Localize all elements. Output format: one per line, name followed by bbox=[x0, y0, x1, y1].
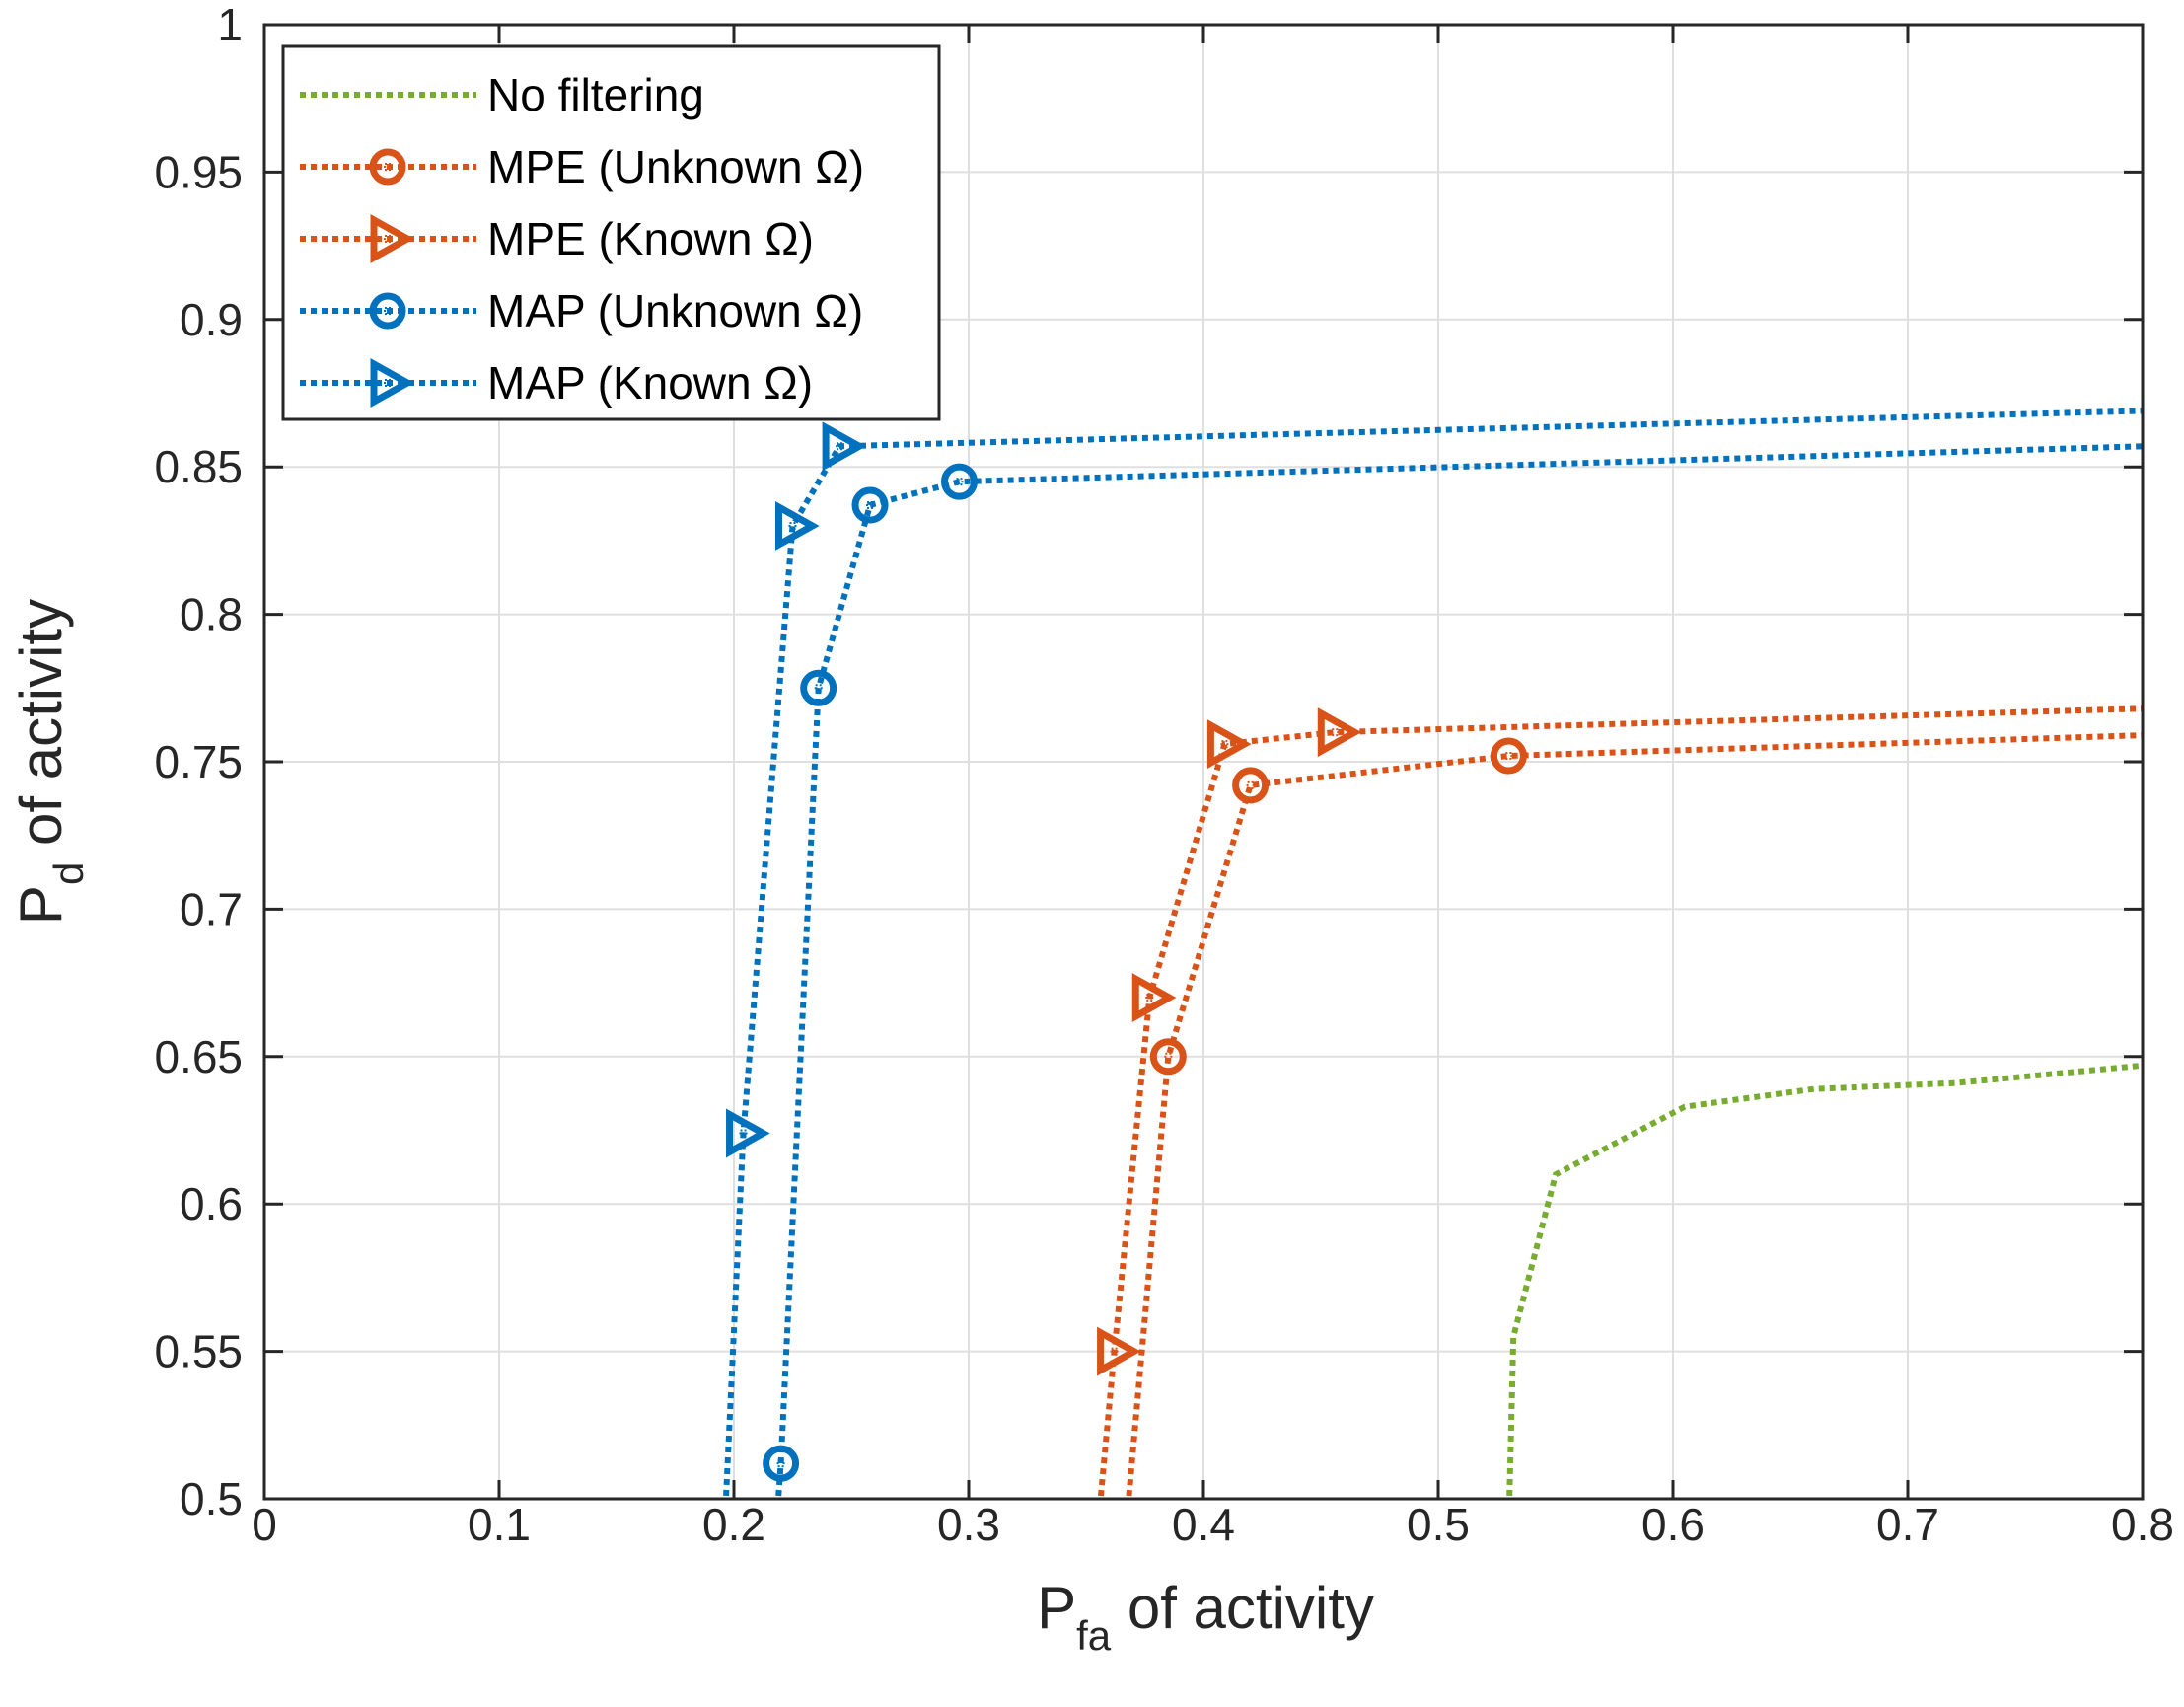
legend-label-4: MAP (Known Ω) bbox=[487, 357, 813, 408]
x-tick-label: 0.2 bbox=[702, 1499, 765, 1550]
x-axis-label-main: P bbox=[1037, 1575, 1076, 1641]
series-3-marker bbox=[800, 669, 837, 706]
marker-layer bbox=[726, 421, 1527, 1482]
legend-marker-4 bbox=[370, 358, 415, 408]
y-tick-label: 1 bbox=[217, 0, 243, 50]
x-tick-label: 0.5 bbox=[1407, 1499, 1470, 1550]
y-tick-label: 0.7 bbox=[180, 883, 243, 934]
y-tick-labels: 0.5 0.55 0.6 0.65 0.7 0.75 0.8 0.85 0.9 0.95 1 bbox=[154, 0, 243, 1524]
y-tick-label: 0.6 bbox=[180, 1178, 243, 1229]
x-axis-label-rest: of activity bbox=[1111, 1575, 1374, 1641]
x-tick-label: 0.7 bbox=[1876, 1499, 1939, 1550]
y-axis-label-rest: of activity bbox=[8, 599, 74, 862]
legend-label-1: MPE (Unknown Ω) bbox=[487, 141, 864, 192]
series-line-2 bbox=[1097, 705, 2143, 1499]
series-3-marker bbox=[763, 1445, 800, 1482]
series-line-0 bbox=[1506, 1062, 2143, 1499]
x-tick-label: 0.1 bbox=[468, 1499, 531, 1550]
x-tick-label: 0.6 bbox=[1641, 1499, 1705, 1550]
series-4-marker bbox=[822, 421, 867, 472]
series-1-marker bbox=[1232, 767, 1270, 804]
y-tick-label: 0.85 bbox=[154, 441, 243, 492]
legend-marker-2 bbox=[370, 214, 415, 263]
series-2-marker bbox=[1097, 1326, 1141, 1376]
series-3-marker bbox=[940, 463, 978, 500]
y-tick-label: 0.55 bbox=[154, 1326, 243, 1377]
series-line-3 bbox=[774, 443, 2143, 1499]
series-2-marker bbox=[1206, 719, 1252, 770]
x-axis-label: Pfa of activity bbox=[1037, 1575, 1374, 1659]
legend: No filtering MPE (Unknown Ω) MPE (Known Ω)… bbox=[281, 44, 941, 421]
grid-lines bbox=[264, 25, 2143, 1499]
y-axis-label: Pd of activity bbox=[8, 599, 92, 925]
legend-entries: No filtering MPE (Unknown Ω) MPE (Known Ω)… bbox=[300, 69, 864, 408]
x-axis-label-sub: fa bbox=[1076, 1612, 1112, 1659]
legend-marker-1 bbox=[369, 148, 406, 186]
series-1-marker bbox=[1490, 737, 1527, 775]
legend-label-3: MAP (Unknown Ω) bbox=[487, 285, 863, 336]
y-tick-label: 0.65 bbox=[154, 1031, 243, 1082]
series-2-marker bbox=[1317, 707, 1362, 758]
x-tick-label: 0 bbox=[252, 1499, 277, 1550]
series-1-marker bbox=[1149, 1038, 1187, 1076]
x-tick-label: 0.4 bbox=[1172, 1499, 1235, 1550]
y-tick-label: 0.95 bbox=[154, 146, 243, 197]
x-tick-label: 0.3 bbox=[937, 1499, 1000, 1550]
x-tick-label: 0.8 bbox=[2111, 1499, 2174, 1550]
tick-marks bbox=[262, 23, 2145, 1501]
legend-label-2: MPE (Known Ω) bbox=[487, 213, 814, 264]
series-4-marker bbox=[726, 1108, 770, 1158]
y-tick-label: 0.5 bbox=[180, 1473, 243, 1524]
y-axis-label-sub: d bbox=[45, 862, 92, 885]
series-2-marker bbox=[1131, 973, 1177, 1023]
legend-label-0: No filtering bbox=[487, 69, 704, 120]
series-layer bbox=[722, 408, 2143, 1499]
legend-marker-3 bbox=[369, 292, 406, 330]
series-4-marker bbox=[775, 500, 820, 551]
series-line-4 bbox=[722, 408, 2143, 1499]
series-line-1 bbox=[1126, 732, 2143, 1499]
x-tick-labels: 0 0.1 0.2 0.3 0.4 0.5 0.6 0.7 0.8 bbox=[252, 1499, 2174, 1550]
y-tick-label: 0.75 bbox=[154, 736, 243, 787]
y-tick-label: 0.9 bbox=[180, 294, 243, 345]
y-tick-label: 0.8 bbox=[180, 589, 243, 640]
series-3-marker bbox=[851, 486, 889, 524]
y-axis-label-main: P bbox=[8, 885, 74, 925]
